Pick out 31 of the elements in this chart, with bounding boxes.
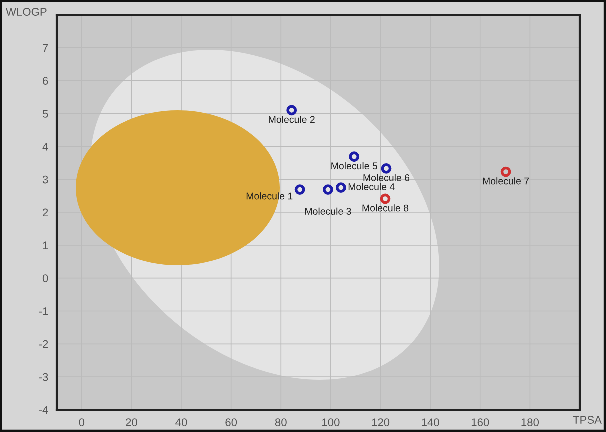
x-tick-label: 40 bbox=[176, 418, 188, 426]
annotation: Molecule 2 bbox=[269, 116, 315, 124]
y-tick-label: 7 bbox=[43, 44, 48, 52]
x-tick-label: 180 bbox=[522, 418, 540, 426]
annotation: Molecule 3 bbox=[306, 208, 352, 215]
y-tick-label: -4 bbox=[39, 406, 48, 414]
x-tick-label: 20 bbox=[126, 418, 138, 426]
x-tick-label: 100 bbox=[322, 418, 340, 426]
x-tick-label: 60 bbox=[226, 418, 238, 426]
y-tick-label: 3 bbox=[42, 176, 48, 184]
x-tick-label: 160 bbox=[472, 418, 490, 426]
y-tick-label: 0 bbox=[42, 274, 48, 282]
annotation: Molecule 4 bbox=[348, 183, 395, 190]
y-tick-label: -3 bbox=[39, 373, 48, 382]
y-tick-label: 5 bbox=[42, 110, 48, 118]
annotation: Molecule 7 bbox=[483, 178, 530, 185]
annotation: Molecule 5 bbox=[332, 162, 378, 170]
y-tick-label: -2 bbox=[39, 340, 48, 348]
x-axis-title: TPSA bbox=[573, 416, 602, 424]
y-tick-label: 1 bbox=[43, 242, 48, 250]
y-tick-label: 4 bbox=[42, 143, 48, 151]
y-tick-label: 2 bbox=[43, 208, 48, 217]
annotation: Molecule 6 bbox=[364, 174, 410, 182]
x-tick-label: 120 bbox=[372, 418, 390, 426]
annotation: Molecule 8 bbox=[362, 204, 409, 212]
x-tick-label: 140 bbox=[422, 418, 440, 426]
x-tick-label: 0 bbox=[79, 418, 85, 426]
y-tick-label: 6 bbox=[43, 77, 48, 85]
y-axis-title: WLOGP bbox=[6, 8, 47, 16]
x-tick-label: 80 bbox=[275, 418, 287, 426]
y-tick-label: -1 bbox=[39, 308, 48, 316]
